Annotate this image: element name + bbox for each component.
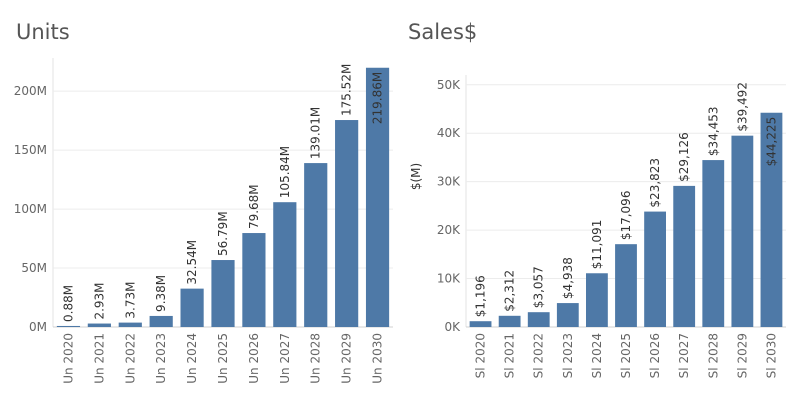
sales-y-tick-label: 40K	[437, 126, 461, 140]
sales-bar	[615, 244, 637, 327]
sales-category-label: Sl 2024	[590, 333, 604, 378]
units-category-label: Un 2021	[92, 333, 106, 384]
sales-bar	[527, 312, 550, 327]
units-data-label: 9.38M	[154, 275, 168, 312]
sales-data-label: $39,492	[735, 82, 749, 132]
sales-bar	[760, 112, 783, 327]
sales-bar	[731, 135, 754, 327]
sales-bar	[556, 303, 579, 327]
units-bar	[118, 322, 142, 327]
sales-data-label: $23,823	[648, 158, 662, 208]
sales-data-label: $2,312	[503, 270, 517, 312]
sales-bar	[702, 160, 725, 327]
units-category-label: Un 2028	[309, 333, 323, 384]
units-category-label: Un 2030	[371, 333, 385, 384]
units-data-label: 175.52M	[340, 64, 354, 116]
units-data-label: 0.88M	[61, 285, 75, 322]
units-data-label: 105.84M	[278, 146, 292, 198]
units-data-label: 219.86M	[371, 72, 385, 124]
sales-category-label: Sl 2020	[474, 333, 488, 378]
sales-y-axis-title: $(M)	[409, 163, 423, 190]
sales-data-label: $34,453	[706, 106, 720, 156]
sales-bar	[644, 211, 666, 327]
sales-data-label: $29,126	[677, 132, 691, 182]
units-category-label: Un 2020	[61, 333, 75, 384]
sales-y-tick-label: 30K	[437, 175, 461, 189]
sales-category-label: Sl 2029	[735, 333, 749, 378]
units-y-tick-label: 200M	[14, 84, 47, 98]
sales-bar	[498, 315, 521, 327]
sales-category-label: Sl 2027	[677, 333, 691, 378]
units-bar	[149, 315, 173, 327]
units-y-tick-label: 50M	[21, 261, 47, 275]
units-chart-title: Units	[16, 20, 70, 44]
units-bar	[87, 323, 111, 327]
sales-chart-title: Sales$	[408, 20, 478, 44]
units-bar	[242, 233, 266, 327]
units-bar	[365, 67, 390, 327]
sales-data-label: $17,096	[619, 191, 633, 241]
sales-category-label: Sl 2025	[619, 333, 633, 378]
sales-category-label: Sl 2028	[706, 333, 720, 378]
sales-chart-svg: 0K 10K 20K 30K 40K 50K $(M) $1,196 Sl 2020 $2,312…	[409, 75, 786, 378]
units-data-label: 56.79M	[216, 211, 230, 256]
units-category-label: Un 2025	[216, 333, 230, 384]
sales-bar	[469, 321, 492, 327]
units-category-label: Un 2026	[247, 333, 261, 384]
sales-category-label: Sl 2022	[532, 333, 546, 378]
units-bar	[273, 202, 297, 327]
sales-category-label: Sl 2023	[561, 333, 575, 378]
units-category-label: Un 2024	[185, 333, 199, 384]
units-bar	[211, 260, 235, 327]
units-data-label: 2.93M	[92, 282, 106, 319]
sales-category-label: Sl 2030	[764, 333, 778, 378]
units-bar	[335, 120, 359, 327]
units-category-label: Un 2023	[154, 333, 168, 384]
sales-chart-panel: Sales$ 0K 10K 20K 30K 40K 50K $(M) $1,196 Sl 202…	[400, 0, 800, 400]
sales-y-tick-label: 20K	[437, 223, 461, 237]
sales-data-label: $1,196	[474, 275, 488, 317]
units-data-label: 79.68M	[247, 184, 261, 229]
sales-y-tick-label: 10K	[437, 272, 461, 286]
sales-data-label: $11,091	[590, 220, 604, 270]
units-category-label: Un 2029	[340, 333, 354, 384]
units-data-label: 3.73M	[123, 282, 137, 319]
units-y-tick-label: 0M	[29, 320, 47, 334]
sales-category-label: Sl 2026	[648, 333, 662, 378]
sales-y-tick-label: 50K	[437, 78, 461, 92]
sales-data-label: $4,938	[561, 257, 575, 299]
units-bar	[56, 325, 81, 327]
units-chart-panel: Units 0M 50M 100M 150M 200M 0.88M Un 2020 2.93M…	[14, 20, 393, 384]
sales-bar	[673, 185, 696, 327]
units-chart-svg: 0M 50M 100M 150M 200M 0.88M Un 2020 2.93M Un 202…	[14, 58, 393, 384]
sales-category-label: Sl 2021	[503, 333, 517, 378]
sales-data-label: $44,225	[764, 117, 778, 167]
units-y-tick-label: 150M	[14, 143, 47, 157]
units-y-tick-label: 100M	[14, 202, 47, 216]
units-category-label: Un 2022	[123, 333, 137, 384]
sales-data-label: $3,057	[532, 266, 546, 308]
units-bar	[180, 288, 204, 327]
units-data-label: 32.54M	[185, 240, 199, 285]
sales-bar	[586, 273, 608, 327]
units-category-label: Un 2027	[278, 333, 292, 384]
units-bar	[304, 163, 328, 327]
units-data-label: 139.01M	[309, 107, 323, 159]
sales-y-tick-label: 0K	[444, 320, 461, 334]
